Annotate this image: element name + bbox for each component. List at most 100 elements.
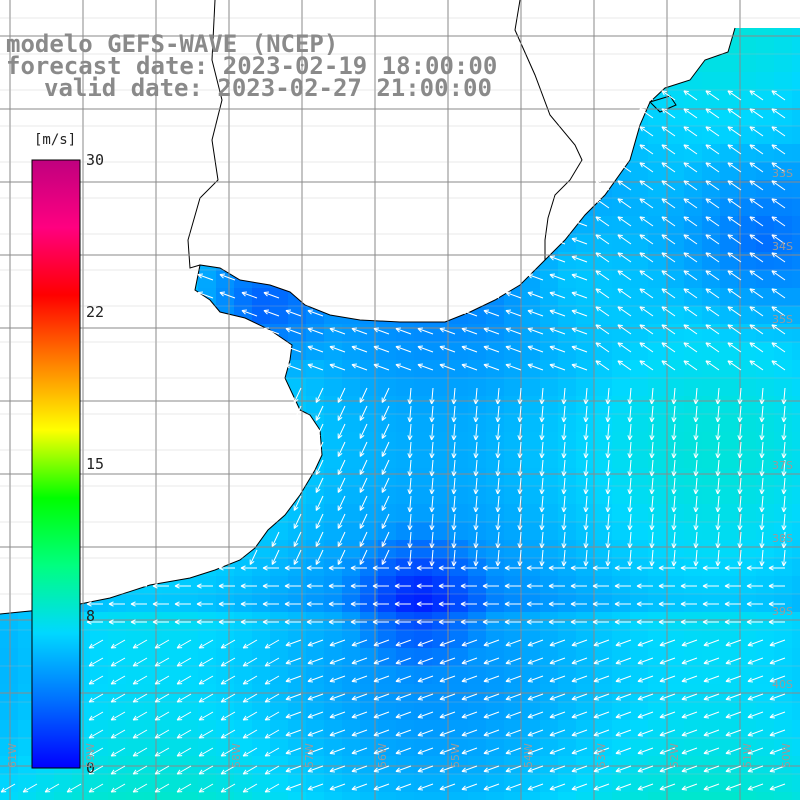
wind-arrow: [526, 565, 543, 571]
wind-arrow: [705, 180, 720, 191]
wind-arrow: [639, 90, 654, 101]
wind-arrow: [727, 252, 742, 263]
wind-arrow: [617, 216, 632, 227]
longitude-label: 52W: [668, 743, 681, 768]
wind-arrow: [315, 495, 324, 511]
wind-arrow: [539, 477, 545, 495]
wind-arrow: [768, 601, 785, 607]
wind-arrow: [263, 291, 280, 299]
wind-arrow: [407, 423, 413, 441]
wind-arrow: [659, 729, 676, 737]
wind-arrow: [505, 765, 522, 773]
wind-arrow: [429, 423, 435, 441]
wind-arrow: [417, 693, 434, 701]
wind-arrow: [571, 783, 588, 791]
wind-arrow: [661, 180, 676, 191]
wind-arrow: [337, 495, 346, 511]
wind-arrow: [438, 583, 455, 589]
wind-arrow: [605, 423, 611, 441]
wind-arrow: [693, 459, 699, 477]
wind-arrow: [658, 619, 675, 625]
wind-arrow: [683, 306, 698, 317]
wind-arrow: [429, 441, 435, 459]
wind-arrow: [561, 549, 567, 567]
wind-arrow: [395, 747, 412, 755]
wind-arrow: [461, 657, 478, 665]
wind-arrow: [595, 288, 610, 299]
wind-arrow: [749, 234, 764, 245]
wind-arrow: [771, 360, 786, 371]
wind-arrow: [592, 619, 609, 625]
wind-arrow: [381, 459, 390, 475]
wind-arrow: [359, 549, 368, 565]
wind-arrow: [517, 513, 523, 531]
wind-arrow: [661, 360, 676, 371]
wind-arrow: [661, 144, 676, 155]
wind-arrow: [483, 345, 500, 353]
wind-arrow: [539, 513, 545, 531]
wind-arrow: [351, 729, 368, 737]
wind-arrow: [110, 639, 126, 649]
wind-arrow: [539, 405, 545, 423]
wind-arrow: [771, 180, 786, 191]
wind-arrow: [549, 255, 566, 263]
wind-arrow: [683, 144, 698, 155]
wind-arrow: [329, 657, 346, 665]
wind-arrow: [571, 711, 588, 719]
wind-arrow: [759, 441, 765, 459]
wind-arrow: [527, 675, 544, 683]
wind-arrow: [639, 162, 654, 173]
wind-arrow: [198, 711, 214, 721]
wind-arrow: [473, 423, 479, 441]
wind-arrow: [271, 531, 280, 547]
wind-arrow: [571, 273, 588, 281]
wind-arrow: [639, 360, 654, 371]
wind-arrow: [132, 783, 148, 793]
wind-arrow: [749, 198, 764, 209]
wind-arrow: [285, 309, 302, 317]
wind-arrow: [627, 495, 633, 513]
wind-arrow: [649, 477, 655, 495]
wind-arrow: [768, 583, 785, 589]
wind-arrow: [328, 619, 345, 625]
wind-arrow: [350, 583, 367, 589]
wind-arrow: [242, 729, 258, 739]
wind-arrow: [394, 619, 411, 625]
wind-arrow: [284, 601, 301, 607]
wind-arrow: [561, 531, 567, 549]
wind-arrow: [263, 327, 280, 335]
wind-arrow: [429, 495, 435, 513]
latitude-label: 35S: [772, 313, 793, 326]
wind-arrow: [724, 565, 741, 571]
wind-arrow: [759, 477, 765, 495]
wind-arrow: [132, 657, 148, 667]
wind-arrow: [661, 324, 676, 335]
wind-arrow: [306, 565, 323, 571]
wind-arrow: [373, 729, 390, 737]
wind-arrow: [373, 675, 390, 683]
wind-arrow: [595, 360, 610, 371]
wind-arrow: [307, 327, 324, 335]
wind-arrow: [439, 345, 456, 353]
wind-arrow: [307, 675, 324, 683]
wind-arrow: [639, 144, 654, 155]
wind-arrow: [242, 747, 258, 757]
wind-arrow: [683, 234, 698, 245]
wind-arrow: [285, 363, 302, 371]
wind-arrow: [727, 144, 742, 155]
wind-arrow: [351, 693, 368, 701]
wind-arrow: [617, 324, 632, 335]
wind-arrow: [220, 693, 236, 703]
wind-arrow: [198, 765, 214, 775]
wind-arrow: [394, 583, 411, 589]
wind-arrow: [262, 601, 279, 607]
wind-arrow: [264, 765, 280, 775]
wind-arrow: [771, 90, 786, 101]
wind-arrow: [781, 477, 787, 495]
wind-arrow: [681, 639, 698, 647]
wind-arrow: [285, 675, 302, 683]
wind-arrow: [130, 601, 147, 607]
wind-arrow: [615, 693, 632, 701]
wind-arrow: [681, 675, 698, 683]
wind-arrow: [771, 126, 786, 137]
